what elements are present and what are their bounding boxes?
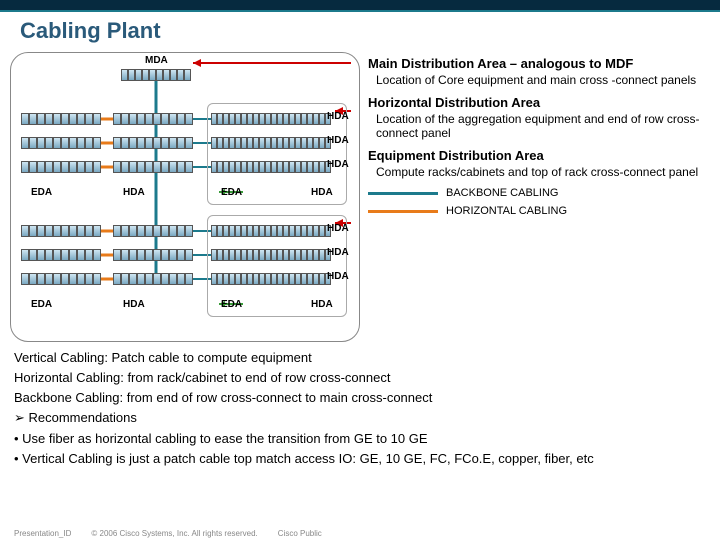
lower-text: Vertical Cabling: Patch cable to compute… (0, 342, 720, 475)
diagram-label: HDA (327, 271, 349, 282)
page-title: Cabling Plant (0, 12, 720, 52)
lower-line: ➢ Recommendations (14, 408, 706, 428)
annotations-panel: Main Distribution Area – analogous to MD… (368, 52, 710, 342)
annotation-sub: Location of Core equipment and main cros… (376, 73, 710, 87)
diagram-label: HDA (327, 223, 349, 234)
diagram-label: EDA (31, 187, 52, 198)
cabling-diagram: MDA HDA HDA HDA HDA HDA HDA EDA EDA HDA HDA EDA EDA H… (10, 52, 360, 342)
diagram-label: HDA (123, 299, 145, 310)
rack (21, 273, 101, 285)
rack (211, 161, 271, 173)
rack (113, 161, 193, 173)
legend-row: BACKBONE CABLING (368, 187, 710, 199)
legend-line (368, 192, 438, 195)
annotation-title: Horizontal Distribution Area (368, 95, 710, 110)
lower-line: Horizontal Cabling: from rack/cabinet to… (14, 368, 706, 388)
content-row: MDA HDA HDA HDA HDA HDA HDA EDA EDA HDA HDA EDA EDA H… (0, 52, 720, 342)
diagram-label: HDA (311, 187, 333, 198)
diagram-label: HDA (311, 299, 333, 310)
rack (113, 113, 193, 125)
diagram-label: EDA (31, 299, 52, 310)
rack (21, 225, 101, 237)
annotation-sub: Location of the aggregation equipment an… (376, 112, 710, 140)
diagram-label: HDA (327, 247, 349, 258)
rack (271, 225, 331, 237)
rack (121, 69, 191, 81)
footer: Presentation_ID © 2006 Cisco Systems, In… (0, 529, 720, 538)
annotation-title: Main Distribution Area – analogous to MD… (368, 56, 710, 71)
diagram-label: HDA (327, 135, 349, 146)
rack (211, 113, 271, 125)
rack (211, 273, 271, 285)
lower-line: Backbone Cabling: from end of row cross-… (14, 388, 706, 408)
footer-center: © 2006 Cisco Systems, Inc. All rights re… (91, 529, 257, 538)
footer-left: Presentation_ID (14, 529, 71, 538)
diagram-label: EDA (221, 299, 242, 310)
rack (21, 137, 101, 149)
diagram-label: HDA (327, 111, 349, 122)
rack (113, 225, 193, 237)
rack (211, 225, 271, 237)
rack (271, 113, 331, 125)
diagram-label: HDA (327, 159, 349, 170)
legend-label: HORIZONTAL CABLING (446, 205, 567, 217)
rack (271, 273, 331, 285)
diagram-label: HDA (123, 187, 145, 198)
topbar (0, 0, 720, 10)
rack (21, 113, 101, 125)
rack (113, 137, 193, 149)
annotation-title: Equipment Distribution Area (368, 148, 710, 163)
rack (211, 137, 271, 149)
diagram-label: EDA (221, 187, 242, 198)
rack (21, 249, 101, 261)
rack (271, 249, 331, 261)
footer-right: Cisco Public (278, 529, 322, 538)
rack (271, 161, 331, 173)
legend-label: BACKBONE CABLING (446, 187, 558, 199)
lower-line: • Vertical Cabling is just a patch cable… (14, 449, 706, 469)
rack (211, 249, 271, 261)
annotation-sub: Compute racks/cabinets and top of rack c… (376, 165, 710, 179)
legend-line (368, 210, 438, 213)
rack (21, 161, 101, 173)
lower-line: Vertical Cabling: Patch cable to compute… (14, 348, 706, 368)
diagram-label: MDA (145, 55, 168, 66)
rack (113, 273, 193, 285)
legend-row: HORIZONTAL CABLING (368, 205, 710, 217)
rack (113, 249, 193, 261)
lower-line: • Use fiber as horizontal cabling to eas… (14, 429, 706, 449)
rack (271, 137, 331, 149)
